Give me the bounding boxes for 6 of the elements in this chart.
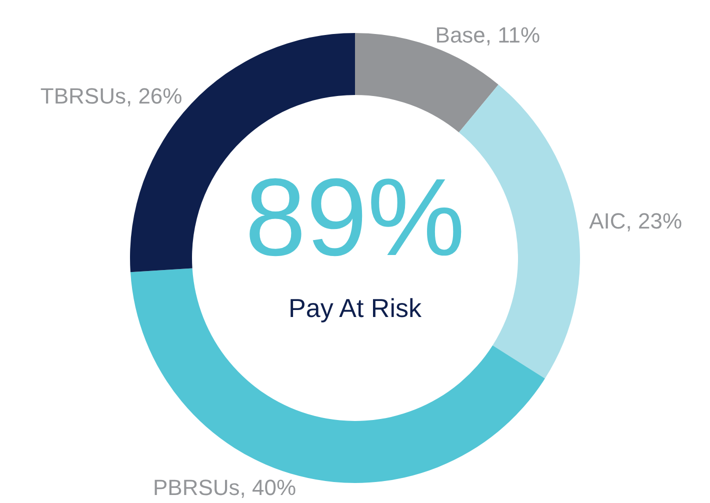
text: Pay At Risk	[288, 293, 422, 323]
text: 89%	[244, 156, 466, 279]
slice-label: Base, 11%	[435, 22, 540, 48]
slice-label: TBRSUs, 26%	[40, 83, 182, 108]
slice-label: PBRSUs, 40%	[153, 475, 296, 500]
slice-label: AIC, 23%	[589, 208, 682, 234]
